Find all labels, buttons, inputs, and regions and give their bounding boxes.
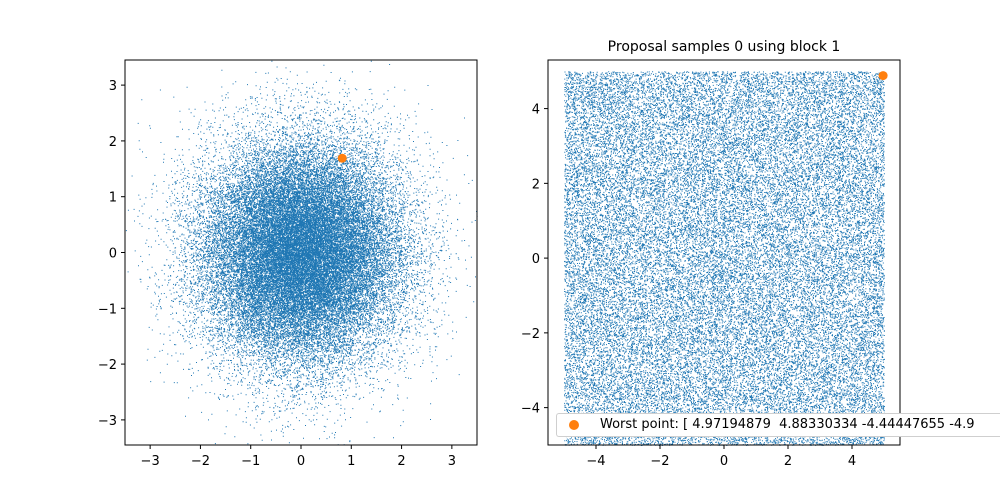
x-tick-label: 0 xyxy=(297,454,305,469)
left-samples xyxy=(125,60,478,446)
x-tick-label: −2 xyxy=(191,454,210,469)
x-tick-label: −2 xyxy=(650,454,669,469)
x-tick-label: 2 xyxy=(784,454,792,469)
legend-orange-dot-icon xyxy=(569,420,579,430)
right-plot-frame xyxy=(547,59,901,446)
right-worst-point xyxy=(878,71,888,81)
x-tick-label: −4 xyxy=(586,454,605,469)
x-tick-label: 3 xyxy=(448,454,456,469)
left-plot-frame xyxy=(124,59,478,446)
x-tick-label: 1 xyxy=(347,454,355,469)
legend-entry-worst-point: Worst point: [ 4.97194879 4.88330334 -4.… xyxy=(600,417,975,432)
left-worst-point xyxy=(337,153,347,163)
sample-points xyxy=(564,71,885,446)
y-tick-label: 0 xyxy=(109,247,117,262)
y-tick-label: 0 xyxy=(532,252,540,267)
y-tick-label: 4 xyxy=(532,103,540,118)
y-tick-label: −3 xyxy=(98,414,117,429)
y-tick-label: −2 xyxy=(521,327,540,342)
x-tick-label: 4 xyxy=(848,454,856,469)
right-ticks: −4 −2 0 2 4 −4 −2 0 2 4 xyxy=(521,103,856,469)
worst-point-marker xyxy=(337,153,347,163)
x-tick-label: 2 xyxy=(397,454,405,469)
y-tick-label: 1 xyxy=(109,191,117,206)
x-tick-label: 0 xyxy=(720,454,728,469)
right-samples xyxy=(564,71,885,446)
worst-point-marker xyxy=(878,71,888,81)
y-tick-label: −2 xyxy=(98,358,117,373)
right-plot: Proposal samples 0 using block 1 −4 −2 0 2 4… xyxy=(521,39,901,469)
right-plot-title: Proposal samples 0 using block 1 xyxy=(608,39,841,55)
legend: Worst point: [ 4.97194879 4.88330334 -4.… xyxy=(556,413,1000,437)
y-tick-label: 2 xyxy=(532,177,540,192)
left-ticks: −3 −2 −1 0 1 2 3 −3 −2 −1 0 1 2 3 xyxy=(98,79,456,469)
y-tick-label: 2 xyxy=(109,135,117,150)
y-tick-label: −4 xyxy=(521,402,540,417)
x-tick-label: −1 xyxy=(241,454,260,469)
y-tick-label: −1 xyxy=(98,302,117,317)
x-tick-label: −3 xyxy=(141,454,160,469)
y-tick-label: 3 xyxy=(109,79,117,94)
left-plot: −3 −2 −1 0 1 2 3 −3 −2 −1 0 1 2 3 xyxy=(98,59,478,469)
sample-points xyxy=(125,60,478,446)
